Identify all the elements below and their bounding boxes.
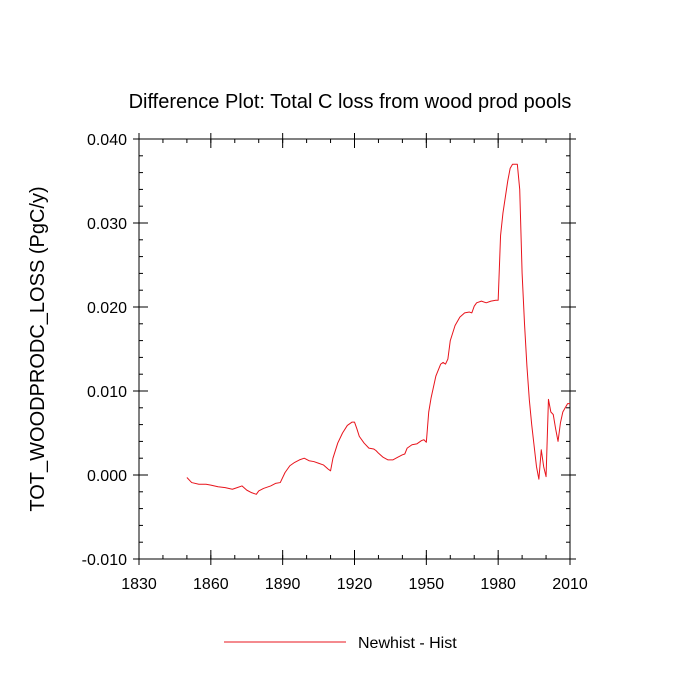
series-line: [186, 163, 570, 495]
minor-ticks: [138, 138, 571, 560]
plot-frame: [138, 138, 571, 560]
x-tick-label: 1950: [409, 576, 445, 593]
y-axis-label: TOT_WOODPRODC_LOSS (PgC/y): [27, 186, 49, 511]
legend-label: Newhist - Hist: [358, 635, 457, 652]
y-tick-label: 0.020: [87, 300, 127, 317]
x-tick-label: 1980: [480, 576, 516, 593]
legend: Newhist - Hist: [224, 635, 457, 652]
y-tick-label: 0.010: [87, 384, 127, 401]
y-tick-labels: -0.010 0.000 0.010 0.020 0.030 0.040: [82, 132, 127, 569]
y-tick-label: 0.000: [87, 468, 127, 485]
series-layer: [186, 163, 570, 495]
y-tick-label: 0.030: [87, 216, 127, 233]
x-tick-label: 1890: [265, 576, 301, 593]
x-tick-label: 1920: [337, 576, 373, 593]
x-tick-label: 1860: [193, 576, 229, 593]
x-tick-label: 2010: [552, 576, 588, 593]
chart-title: Difference Plot: Total C loss from wood …: [129, 91, 572, 113]
x-tick-labels: 1830 1860 1890 1920 1950 1980 2010: [121, 576, 588, 593]
major-ticks: [133, 133, 576, 565]
y-tick-label: -0.010: [82, 552, 127, 569]
y-tick-label: 0.040: [87, 132, 127, 149]
x-tick-label: 1830: [121, 576, 157, 593]
